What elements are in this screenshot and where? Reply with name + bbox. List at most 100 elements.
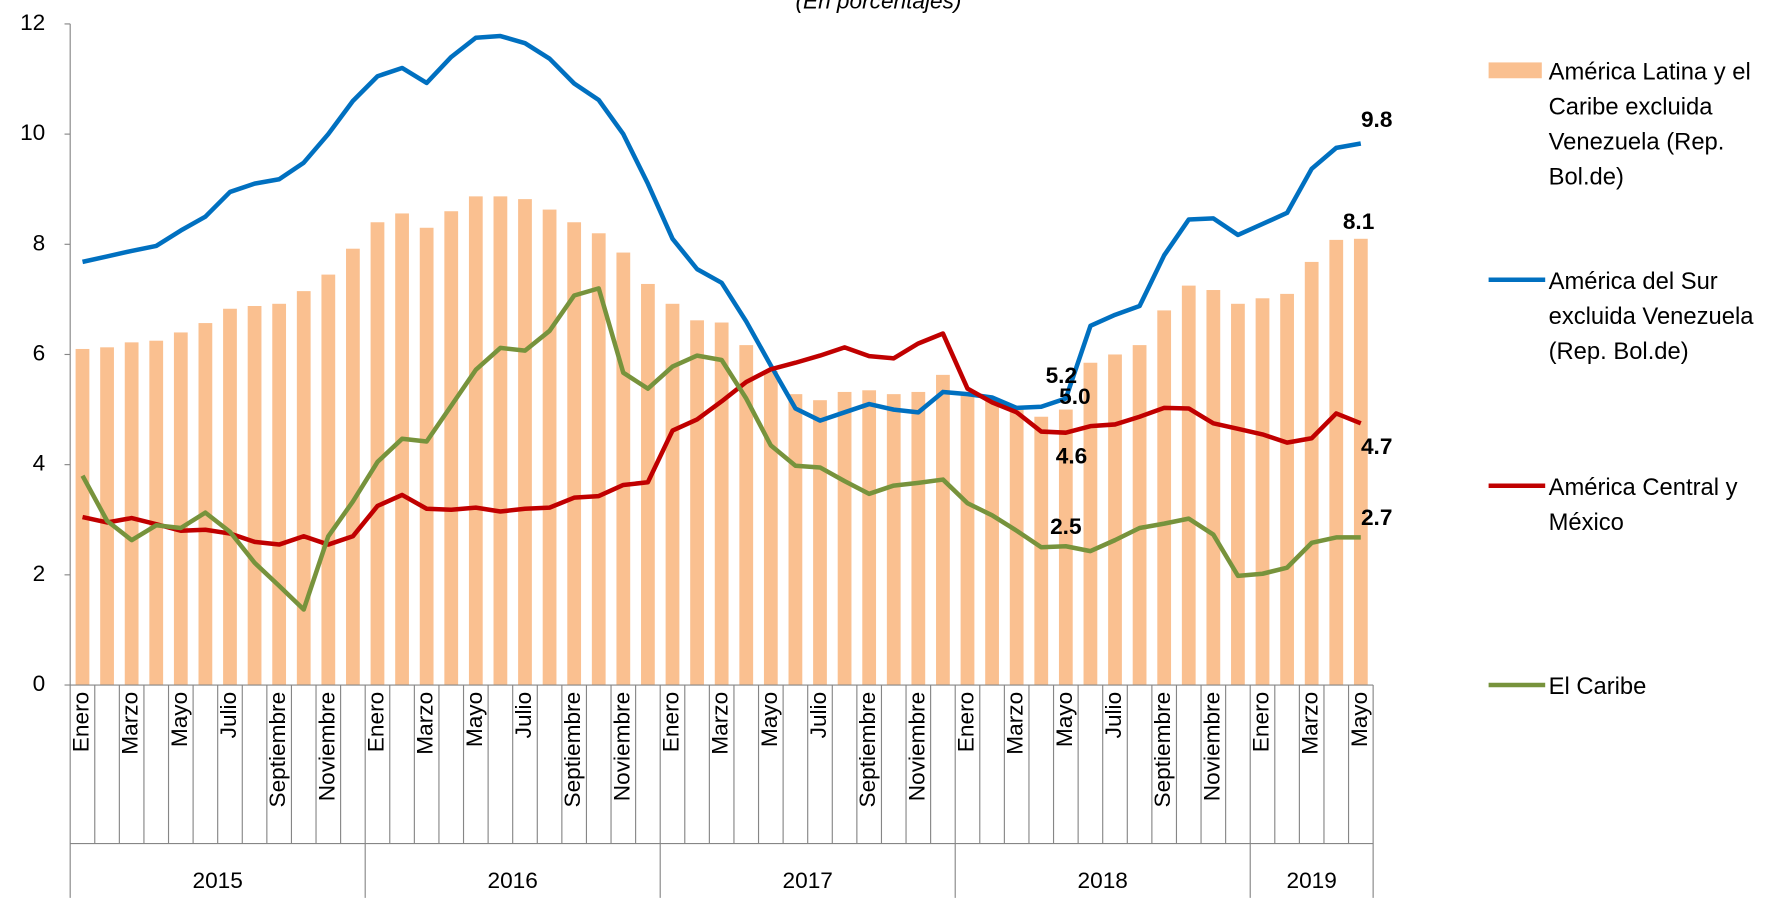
bar <box>542 209 557 686</box>
bar <box>739 345 754 686</box>
x-tick-label: Mayo <box>1347 692 1372 747</box>
bar <box>1108 354 1122 686</box>
bar <box>370 222 385 686</box>
bar <box>247 305 262 686</box>
bar <box>690 320 704 686</box>
y-tick-label: 0 <box>33 671 46 696</box>
bar <box>444 211 459 686</box>
x-tick-label: Mayo <box>167 692 192 747</box>
y-tick-label: 8 <box>33 230 46 255</box>
bar <box>1034 416 1049 686</box>
data-label: 8.1 <box>1343 209 1374 234</box>
year-label: 2017 <box>783 868 833 893</box>
bar <box>911 391 926 686</box>
y-tick-label: 2 <box>33 561 46 586</box>
legend-label: América del Sur excluida Venezuela (Rep.… <box>1548 268 1754 365</box>
bar <box>1206 290 1221 686</box>
bar <box>149 340 164 686</box>
bar <box>198 323 213 686</box>
x-tick-label: Septiembre <box>560 692 585 808</box>
x-tick-label: Marzo <box>118 692 143 755</box>
legend-entry: América Latina y el Caribe excluida Vene… <box>1548 59 1751 191</box>
x-tick-label: Noviembre <box>314 692 339 801</box>
x-tick-label: Mayo <box>462 692 487 747</box>
year-label: 2016 <box>488 868 538 893</box>
bar <box>1280 293 1294 686</box>
bar <box>296 291 311 686</box>
x-tick-label: Noviembre <box>904 692 929 801</box>
x-tick-label: Enero <box>658 692 683 752</box>
y-tick-label: 6 <box>33 340 46 365</box>
bar <box>862 390 877 686</box>
bar <box>1132 345 1147 686</box>
x-tick-label: Enero <box>953 692 978 752</box>
data-label: 2.7 <box>1361 505 1392 530</box>
year-label: 2019 <box>1287 868 1337 893</box>
bar <box>985 399 999 686</box>
bar <box>591 233 606 686</box>
x-tick-label: Septiembre <box>265 692 290 808</box>
data-label: 5.2 <box>1046 363 1077 388</box>
x-tick-label: Enero <box>1248 692 1273 752</box>
x-tick-label: Marzo <box>413 692 438 755</box>
x-tick-label: Enero <box>363 692 388 752</box>
bar <box>960 393 975 686</box>
data-label: 5.0 <box>1059 384 1090 409</box>
x-tick-label: Marzo <box>1298 692 1323 755</box>
chart-subtitle: (En porcentajes) <box>795 0 961 13</box>
x-tick-label: Noviembre <box>1199 692 1224 801</box>
x-tick-label: Mayo <box>1052 692 1077 747</box>
legend-label: América Latina y el Caribe excluida Vene… <box>1548 59 1751 191</box>
data-label: 2.5 <box>1050 514 1081 539</box>
bar <box>1083 362 1098 686</box>
x-tick-label: Mayo <box>757 692 782 747</box>
bar <box>124 342 139 686</box>
x-tick-label: Septiembre <box>855 692 880 808</box>
legend-label: El Caribe <box>1548 673 1647 700</box>
legend-label: América Central y México <box>1548 474 1738 536</box>
bar <box>468 196 483 686</box>
bar <box>75 348 90 686</box>
bar <box>616 252 631 686</box>
x-tick-label: Noviembre <box>609 692 634 801</box>
bar <box>1329 239 1344 686</box>
bar <box>1353 238 1368 686</box>
bar <box>936 374 950 686</box>
bar <box>567 222 582 686</box>
bar <box>813 400 827 686</box>
bar <box>788 394 803 686</box>
bar <box>1157 310 1172 686</box>
x-tick-label: Marzo <box>708 692 733 755</box>
legend-entry: América Central y México <box>1548 474 1738 536</box>
bar <box>419 227 434 686</box>
line-series <box>82 331 1362 547</box>
data-label: 4.6 <box>1056 444 1087 469</box>
bar <box>714 322 729 686</box>
bar <box>665 303 680 686</box>
bar <box>1009 406 1024 686</box>
bar <box>223 308 237 686</box>
bar <box>321 274 336 686</box>
legend-entry: América del Sur excluida Venezuela (Rep.… <box>1548 268 1754 365</box>
x-tick-label: Septiembre <box>1150 692 1175 808</box>
bar <box>1255 298 1270 686</box>
data-label: 4.7 <box>1361 434 1392 459</box>
bar <box>395 213 409 686</box>
x-tick-label: Julio <box>806 692 831 739</box>
bar <box>518 199 532 686</box>
bar <box>1304 261 1319 686</box>
data-label: 9.8 <box>1361 107 1392 132</box>
y-tick-label: 12 <box>20 10 45 35</box>
bar <box>837 391 852 686</box>
bar <box>886 394 901 686</box>
x-tick-label: Julio <box>216 692 241 739</box>
bar <box>173 332 188 686</box>
legend-swatch <box>1488 62 1542 79</box>
bar <box>272 303 287 686</box>
bar <box>346 248 360 686</box>
bar <box>1231 303 1245 686</box>
y-tick-label: 4 <box>33 451 46 476</box>
year-label: 2015 <box>193 868 243 893</box>
year-label: 2018 <box>1078 868 1128 893</box>
